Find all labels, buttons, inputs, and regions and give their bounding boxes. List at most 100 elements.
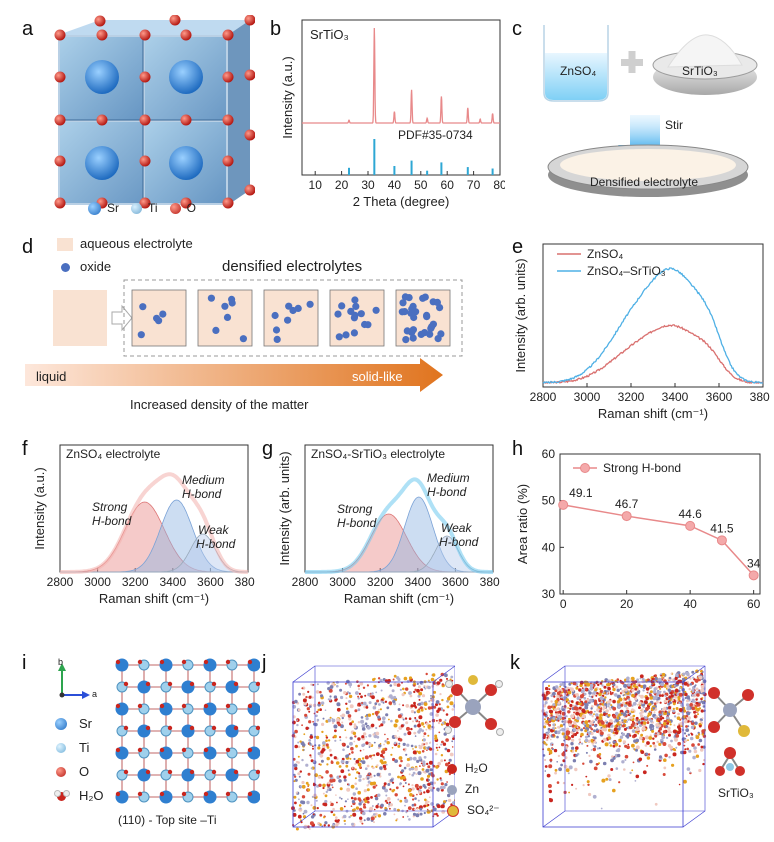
md-atom — [313, 722, 316, 726]
y-axis-label: Intensity (a.u.) — [32, 467, 47, 549]
md-atom — [557, 725, 560, 729]
md-atom — [328, 748, 332, 752]
md-atom — [416, 688, 420, 693]
md-atom — [351, 808, 356, 812]
md-atom — [386, 797, 391, 801]
md-atom — [646, 721, 650, 724]
md-atom — [433, 690, 437, 694]
x-tick-label: 2800 — [292, 575, 319, 589]
md-atom — [693, 749, 698, 754]
md-atom — [616, 678, 620, 681]
md-atom — [304, 713, 308, 717]
md-atom — [346, 707, 349, 710]
md-atom — [623, 723, 625, 725]
md-atom — [418, 721, 421, 723]
md-atom — [585, 723, 590, 728]
md-atom — [329, 685, 334, 689]
md-atom — [431, 718, 436, 723]
data-point — [748, 570, 759, 581]
md-atom — [612, 756, 616, 760]
md-atom — [604, 742, 609, 747]
md-atom — [618, 697, 623, 702]
md-atom — [675, 673, 679, 677]
md-atom — [329, 778, 334, 783]
plus-icon — [621, 51, 643, 73]
md-atom — [548, 723, 551, 727]
md-atom — [425, 672, 428, 676]
md-atom — [391, 689, 395, 693]
md-atom — [436, 743, 438, 746]
md-atom — [650, 683, 653, 686]
md-atom — [357, 762, 362, 767]
oxide-particle — [212, 326, 220, 334]
md-atom — [673, 715, 677, 718]
md-atom — [324, 794, 328, 798]
md-atom — [551, 747, 554, 751]
md-atom — [365, 741, 369, 745]
md-atom — [580, 728, 584, 732]
md-atom — [312, 745, 314, 748]
md-atom — [356, 771, 359, 774]
sr-atoms — [85, 60, 203, 180]
md-atom — [600, 700, 604, 704]
md-atom — [368, 746, 371, 748]
md-atom — [414, 706, 418, 709]
md-atom — [686, 672, 690, 676]
md-atom — [587, 689, 590, 692]
md-atom — [358, 774, 362, 779]
md-atom — [407, 788, 412, 793]
md-atom — [661, 735, 665, 740]
oxygen-atom — [180, 29, 192, 41]
md-atom — [329, 716, 332, 719]
md-atom — [648, 702, 652, 706]
zn-solvation-cluster — [445, 675, 504, 736]
md-atom — [545, 738, 549, 742]
md-atom — [672, 707, 675, 710]
md-atom — [699, 720, 702, 723]
md-atom — [339, 807, 344, 811]
md-atom — [312, 806, 317, 810]
md-atom — [544, 765, 548, 768]
md-atom — [659, 717, 663, 721]
md-atom — [550, 742, 554, 746]
oxygen-atom — [244, 15, 255, 26]
md-atom — [612, 714, 617, 719]
md-atom — [375, 752, 380, 756]
md-atom — [687, 733, 691, 736]
md-atom — [633, 739, 637, 743]
md-atom — [392, 699, 396, 704]
md-atom — [357, 737, 361, 741]
md-atom — [415, 813, 420, 818]
md-atom — [377, 715, 381, 719]
md-atom — [367, 713, 372, 717]
md-atom — [354, 709, 358, 713]
mixing-schematic — [543, 25, 758, 197]
md-atom — [319, 813, 323, 817]
o-atom — [167, 681, 173, 687]
md-atom — [330, 783, 334, 787]
md-atom — [570, 742, 574, 746]
md-atom — [358, 802, 362, 806]
md-atom — [331, 786, 334, 789]
md-atom — [605, 709, 609, 713]
md-atom — [617, 753, 621, 758]
md-atom — [649, 734, 652, 737]
md-atom — [438, 718, 442, 722]
oxide-particle — [402, 336, 410, 344]
md-atom — [549, 749, 553, 753]
md-atom — [410, 744, 414, 748]
md-atom — [423, 791, 426, 794]
md-atom — [558, 767, 562, 772]
md-atom — [663, 699, 667, 703]
md-atom — [646, 764, 649, 767]
md-atom — [302, 698, 307, 703]
md-atom — [599, 709, 602, 713]
md-atom — [572, 690, 574, 692]
md-atom — [583, 692, 587, 696]
md-atom — [426, 774, 431, 778]
md-atom — [699, 748, 704, 752]
md-atom — [657, 677, 662, 682]
md-atom — [389, 807, 391, 810]
md-atom — [426, 762, 429, 766]
md-atom — [439, 777, 442, 780]
